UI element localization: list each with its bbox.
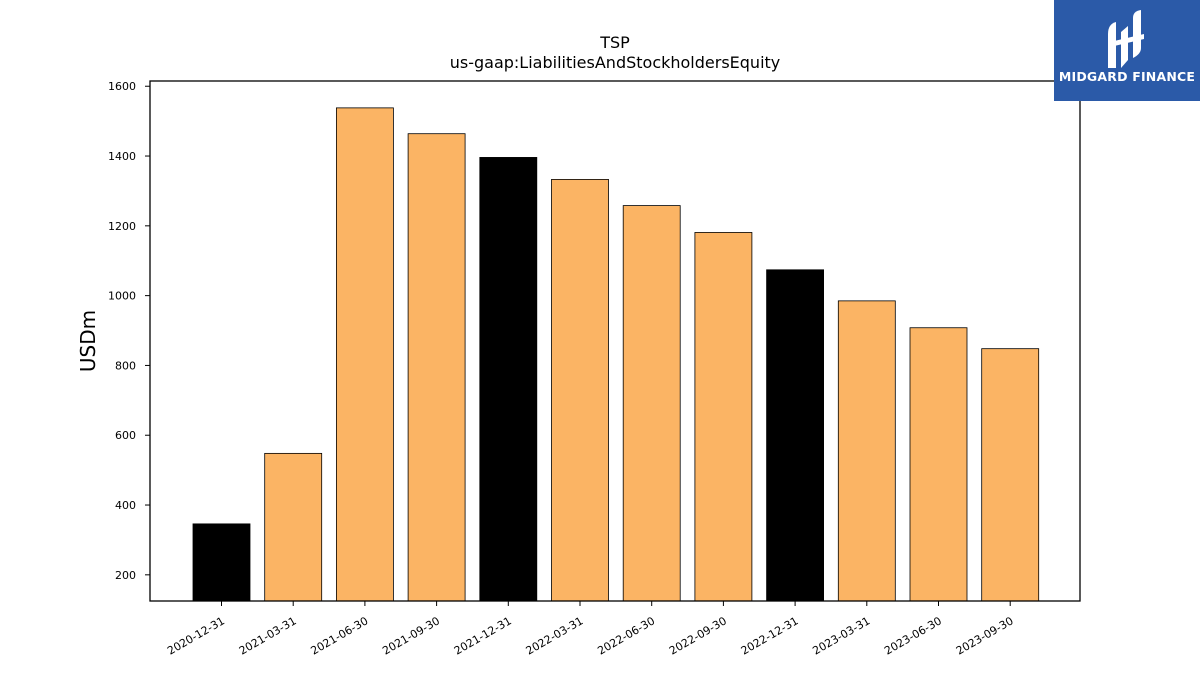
x-tick-label: 2023-03-31 xyxy=(810,614,872,657)
x-tick-label: 2021-09-30 xyxy=(380,614,442,657)
x-tick-label: 2020-12-31 xyxy=(165,614,227,657)
x-tick-label: 2022-09-30 xyxy=(667,614,729,657)
bars-group xyxy=(192,107,1040,602)
x-tick-label: 2022-03-31 xyxy=(524,614,586,657)
y-tick-label: 1200 xyxy=(108,220,136,233)
x-tick-label: 2021-12-31 xyxy=(452,614,514,657)
logo-text: MIDGARD FINANCE xyxy=(1058,69,1196,84)
y-tick-label: 1600 xyxy=(108,80,136,93)
x-tick-label: 2021-03-31 xyxy=(237,614,299,657)
brand-logo: MIDGARD FINANCE xyxy=(1054,0,1200,101)
bar-2021-03-31 xyxy=(264,452,323,602)
bar-2022-12-31 xyxy=(766,269,824,602)
y-tick-label: 400 xyxy=(115,499,136,512)
chart-subtitle: us-gaap:LiabilitiesAndStockholdersEquity xyxy=(450,53,781,72)
bar-2023-03-31 xyxy=(837,300,896,602)
x-tick-label: 2023-09-30 xyxy=(954,614,1016,657)
x-tick-label: 2023-06-30 xyxy=(882,614,944,657)
y-tick-label: 600 xyxy=(115,429,136,442)
x-tick-label: 2022-06-30 xyxy=(595,614,657,657)
y-tick-label: 1400 xyxy=(108,150,136,163)
y-axis-label: USDm xyxy=(76,310,100,372)
plot-frame xyxy=(149,80,1081,602)
bar-2021-12-31 xyxy=(479,157,538,602)
bar-2020-12-31 xyxy=(192,523,251,602)
y-tick-label: 200 xyxy=(115,569,136,582)
bar-2023-09-30 xyxy=(981,348,1040,602)
bar-2021-09-30 xyxy=(407,133,466,602)
midgard-finance-logo-icon xyxy=(1108,10,1144,68)
bar-2021-06-30 xyxy=(335,107,394,602)
bar-2023-06-30 xyxy=(909,327,968,602)
y-tick-label: 800 xyxy=(115,359,136,372)
x-ticks-group: 2020-12-31 2021-03-31 2021-06-30 2021-09-30… xyxy=(165,601,1016,658)
bar-2022-09-30 xyxy=(694,232,753,602)
chart-title: TSP xyxy=(599,33,630,52)
y-ticks-group: 200 400 600 800 1000 1200 1400 1600 xyxy=(108,80,150,582)
x-tick-label: 2022-12-31 xyxy=(739,614,801,657)
bar-2022-03-31 xyxy=(551,179,609,602)
y-tick-label: 1000 xyxy=(108,290,136,303)
bar-2022-06-30 xyxy=(622,205,681,602)
x-tick-label: 2021-06-30 xyxy=(309,614,371,657)
